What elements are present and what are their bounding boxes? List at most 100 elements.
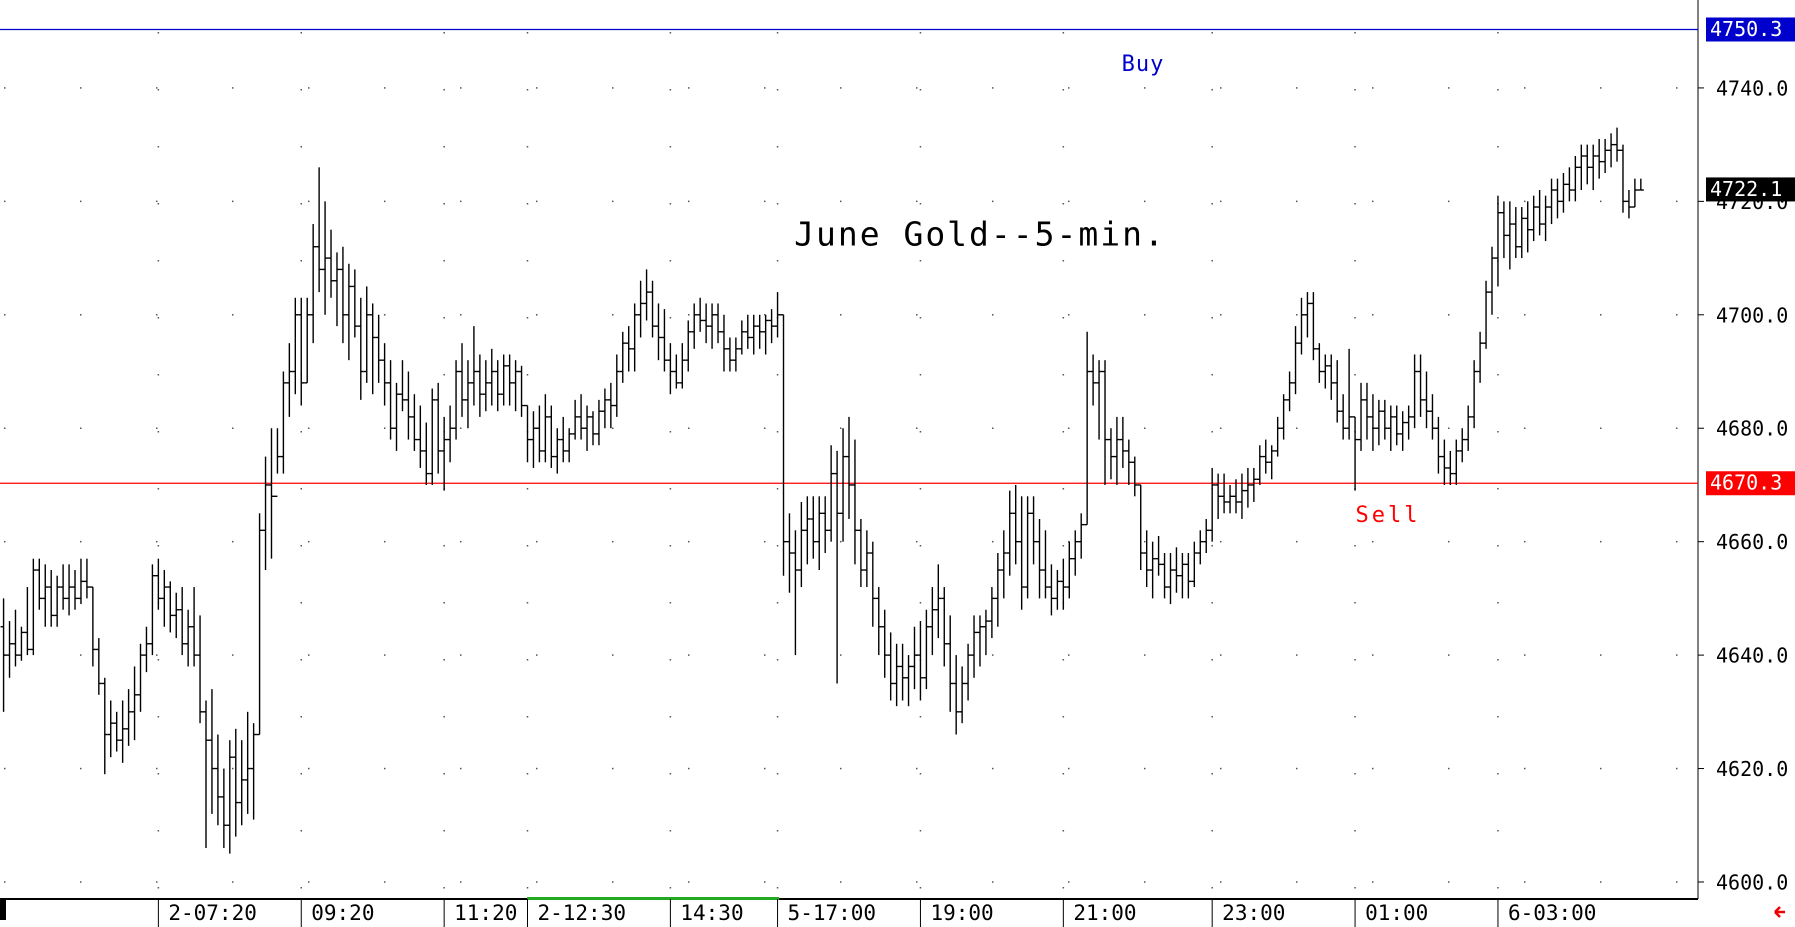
ohlc-bar: [661, 309, 668, 372]
ohlc-bar: [846, 416, 852, 519]
ohlc-bar: [1399, 411, 1406, 451]
ohlc-bar: [1584, 144, 1591, 185]
x-tick-label: 5-17:00: [788, 901, 877, 925]
ohlc-bar: [322, 201, 329, 315]
ohlc-bar: [566, 428, 573, 463]
ohlc-bar: [851, 439, 858, 565]
ohlc-bar: [1024, 496, 1031, 599]
ohlc-bar: [89, 586, 96, 667]
chart-title: June Gold--5-min.: [794, 215, 1166, 254]
ohlc-bar: [1006, 490, 1013, 576]
ohlc-bar: [202, 700, 209, 848]
level-box: [1706, 17, 1795, 42]
ohlc-bar: [72, 570, 79, 610]
last-price-label: 4722.1: [1710, 177, 1782, 201]
ohlc-bar: [1232, 479, 1239, 514]
ohlc-bar: [238, 740, 245, 826]
ohlc-bar: [1042, 530, 1049, 599]
ohlc-bar: [792, 530, 799, 656]
scroll-marker: [0, 900, 6, 920]
ohlc-bar: [804, 496, 811, 565]
ohlc-bar: [965, 643, 972, 701]
ohlc-bar: [441, 416, 448, 491]
ohlc-bar: [1393, 405, 1400, 446]
ohlc-bar: [167, 581, 174, 633]
ohlc-bar: [1238, 473, 1245, 519]
ohlc-bar: [1221, 473, 1228, 514]
ohlc-bar: [1602, 138, 1609, 173]
ohlc-bar: [953, 655, 960, 735]
ohlc-bar: [1203, 518, 1210, 554]
level-text: Sell: [1356, 503, 1421, 528]
ohlc-bar: [60, 564, 67, 610]
ohlc-bar: [1358, 382, 1365, 451]
ohlc-bar: [1459, 428, 1466, 463]
ohlc-bar: [1536, 190, 1543, 236]
ohlc-bar: [1119, 416, 1126, 468]
ohlc-bar: [1334, 360, 1341, 423]
ohlc-bar: [1215, 473, 1222, 519]
ohlc-bar: [286, 343, 293, 417]
ohlc-bar: [1625, 190, 1632, 219]
x-tick-label: 11:20: [454, 901, 517, 925]
ohlc-bar: [768, 309, 775, 344]
ohlc-bar: [726, 337, 733, 372]
ohlc-bar: [1000, 530, 1007, 599]
ohlc-bar: [351, 269, 358, 338]
ohlc-bar: [119, 700, 126, 763]
ohlc-bar: [417, 405, 424, 468]
ohlc-bar: [893, 643, 900, 707]
ohlc-bar: [1143, 530, 1150, 588]
ohlc-bar: [929, 587, 936, 656]
ohlc-bar: [1494, 195, 1501, 287]
ohlc-bar: [1060, 558, 1067, 610]
ohlc-bar: [411, 394, 418, 451]
ohlc-bar: [48, 570, 55, 627]
ohlc-bar: [840, 428, 847, 542]
ohlc-bar: [1417, 354, 1424, 417]
ohlc-bar: [518, 365, 525, 417]
ohlc-bar: [613, 354, 620, 417]
ohlc-bar: [155, 558, 162, 610]
y-tick-label: 4600.0: [1716, 870, 1788, 894]
ohlc-bar: [387, 360, 394, 440]
ohlc-bar: [226, 740, 233, 854]
ohlc-bar: [1560, 172, 1567, 213]
ohlc-bar: [208, 689, 215, 814]
ohlc-bar: [1078, 513, 1085, 559]
ohlc-bar: [1185, 553, 1192, 599]
ohlc-bar: [917, 621, 924, 701]
level-box: [1706, 471, 1795, 496]
y-tick-label: 4680.0: [1716, 417, 1788, 441]
ohlc-bar: [1084, 331, 1091, 526]
ohlc-bar: [738, 320, 745, 355]
ohlc-bar: [1209, 467, 1216, 542]
ohlc-bar: [429, 388, 436, 485]
ohlc-bar: [1256, 445, 1263, 485]
scroll-arrow[interactable]: [1774, 906, 1785, 918]
ohlc-bar: [125, 689, 132, 746]
ohlc-bar: [250, 723, 257, 820]
ohlc-bar: [1328, 354, 1335, 400]
ohlc-bar: [1090, 354, 1097, 406]
ohlc-bar: [679, 343, 686, 389]
ohlc-bar: [798, 501, 805, 588]
ohlc-bar: [976, 615, 983, 667]
ohlc-bar: [161, 570, 168, 627]
ohlc-bar: [649, 280, 656, 338]
ohlc-bar: [1292, 326, 1299, 395]
ohlc-bar: [42, 564, 49, 627]
ohlc-bar: [83, 558, 90, 599]
ohlc-bar: [405, 371, 412, 440]
ohlc-bar: [494, 360, 501, 412]
ohlc-bar: [1262, 439, 1269, 474]
ohlc-bar: [959, 666, 966, 724]
ohlc-bar: [310, 224, 317, 344]
ohlc-bar: [691, 303, 698, 349]
x-tick-label: 2-12:30: [537, 901, 626, 925]
ohlc-bar: [994, 553, 1001, 627]
ohlc-bar: [1530, 195, 1537, 242]
ohlc-bar: [1149, 541, 1156, 599]
ohlc-bar: [1631, 178, 1638, 208]
